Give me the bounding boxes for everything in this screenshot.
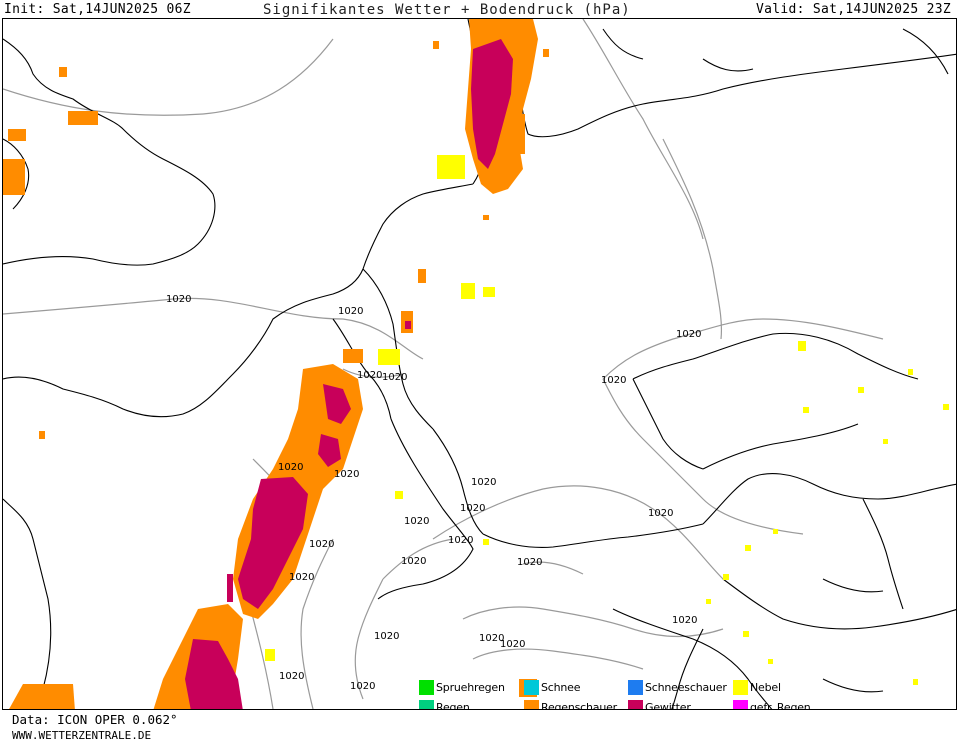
legend-swatch xyxy=(524,699,539,709)
valid-time: Valid: Sat,14JUN2025 23Z xyxy=(755,2,951,17)
legend-swatch xyxy=(733,699,748,709)
isobar-label: 1020 xyxy=(672,615,697,626)
legend-swatch xyxy=(419,679,434,695)
isobar-label: 1020 xyxy=(289,572,314,583)
isobar-label: 1020 xyxy=(648,508,673,519)
isobar-label: 1020 xyxy=(401,556,426,567)
legend-item-snow: Schnee xyxy=(524,679,581,695)
isobar-label: 1020 xyxy=(676,329,701,340)
isobar-label: 1020 xyxy=(500,639,525,650)
legend-label: gefr. Regen xyxy=(750,700,811,710)
isobar-label: 1020 xyxy=(479,633,504,644)
isobar-label: 1020 xyxy=(166,294,191,305)
isobar-label: 1020 xyxy=(374,631,399,642)
isobar-label: 1020 xyxy=(382,372,407,383)
isobar-label: 1020 xyxy=(350,681,375,692)
legend-item-fog: Nebel xyxy=(733,679,781,695)
isobar-lines xyxy=(3,19,884,709)
legend-item-showers: Regenschauer xyxy=(524,699,617,710)
legend-label: Gewitter xyxy=(645,700,691,710)
isobar-label: 1020 xyxy=(357,370,382,381)
legend-item-snow-showers: Schneeschauer xyxy=(628,679,727,695)
data-source: Data: ICON OPER 0.062° xyxy=(12,712,178,727)
legend-label: Schnee xyxy=(541,680,581,694)
map-title: Signifikantes Wetter + Bodendruck (hPa) xyxy=(263,2,631,18)
legend-swatch xyxy=(419,699,434,709)
isobar-label: 1020 xyxy=(278,462,303,473)
legend-label: Schneeschauer xyxy=(645,680,727,694)
thunderstorm-areas xyxy=(185,39,513,709)
map-canvas: 1020 1020 1020 1020 1020 1020 1020 1020 … xyxy=(3,19,956,709)
isobar-label: 1020 xyxy=(471,477,496,488)
isobar-label: 1020 xyxy=(460,503,485,514)
weather-map: 1020 1020 1020 1020 1020 1020 1020 1020 … xyxy=(2,18,957,710)
isobar-label: 1020 xyxy=(309,539,334,550)
legend-item-drizzle: Spruehregen xyxy=(419,679,505,695)
isobar-labels: 1020 1020 1020 1020 1020 1020 1020 1020 … xyxy=(166,294,701,682)
isobar-label: 1020 xyxy=(404,516,429,527)
legend-swatch xyxy=(524,679,539,695)
init-time: Init: Sat,14JUN2025 06Z xyxy=(4,2,191,17)
legend-label: Nebel xyxy=(750,680,781,694)
site-url: WWW.WETTERZENTRALE.DE xyxy=(12,729,152,742)
isobar-label: 1020 xyxy=(338,306,363,317)
legend-label: Regenschauer xyxy=(541,700,617,710)
legend-item-thunderstorm: Gewitter xyxy=(628,699,691,710)
legend-label: Spruehregen xyxy=(436,680,505,694)
legend-item-freezing-rain: gefr. Regen xyxy=(733,699,811,710)
isobar-label: 1020 xyxy=(517,557,542,568)
legend-swatch xyxy=(628,679,643,695)
isobar-label: 1020 xyxy=(334,469,359,480)
legend-label: Regen xyxy=(436,700,470,710)
legend-swatch xyxy=(733,679,748,695)
legend-swatch xyxy=(628,699,643,709)
isobar-label: 1020 xyxy=(448,535,473,546)
shower-areas xyxy=(3,19,549,709)
legend-item-rain: Regen xyxy=(419,699,470,710)
isobar-label: 1020 xyxy=(601,375,626,386)
fog-areas xyxy=(265,155,949,685)
isobar-label: 1020 xyxy=(279,671,304,682)
map-header: Init: Sat,14JUN2025 06Z Signifikantes We… xyxy=(0,0,959,20)
